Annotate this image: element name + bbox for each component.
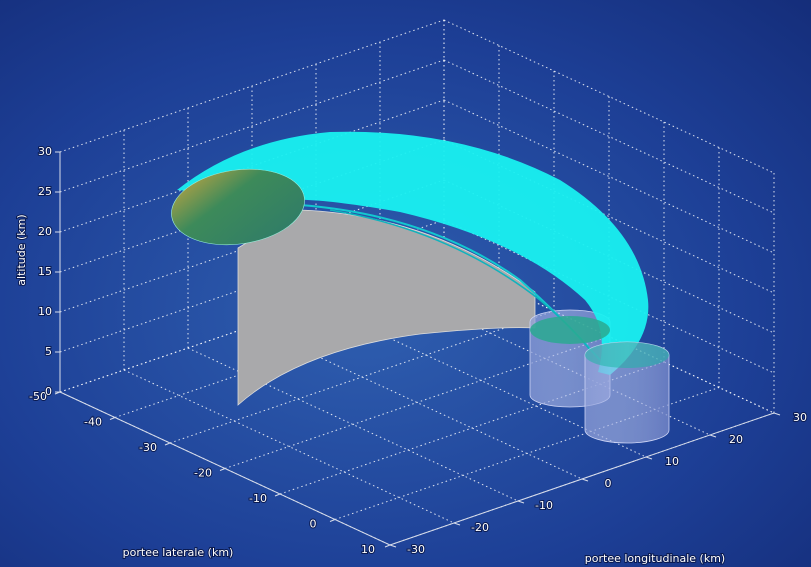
x-tick [164, 442, 171, 446]
x-tick [384, 544, 391, 548]
impact-curtain [237, 209, 536, 406]
y-tick-label: -10 [535, 499, 553, 512]
z-axis-title: altitude (km) [15, 214, 28, 285]
launch-disc [171, 168, 305, 246]
landing-zone [530, 316, 610, 344]
x-tick [329, 519, 336, 522]
grid-line [59, 59, 445, 193]
grid-line [59, 19, 445, 153]
x-axis-title: portee laterale (km) [123, 546, 234, 559]
x-tick-label: -30 [139, 441, 157, 454]
y-tick [773, 412, 781, 416]
x-tick [274, 493, 281, 497]
x-tick [219, 468, 226, 471]
axes [54, 151, 781, 548]
y-tick [645, 456, 653, 460]
z-tick-label: 30 [38, 145, 52, 158]
landing-zone [585, 342, 669, 368]
y-tick-label: -30 [407, 543, 425, 556]
x-tick [109, 417, 116, 420]
y-tick [389, 544, 397, 548]
x-tick-label: -10 [249, 492, 267, 505]
y-tick [581, 478, 589, 482]
z-tick-label: 20 [38, 225, 52, 238]
x-tick-label: -40 [84, 416, 102, 429]
x-tick-label: -20 [194, 467, 212, 480]
grid-line [169, 310, 555, 444]
x-tick-label: 0 [310, 518, 317, 531]
z-tick-label: 15 [38, 265, 52, 278]
z-tick-label: 5 [45, 345, 52, 358]
y-tick [517, 500, 525, 504]
y-tick-label: 10 [665, 455, 679, 468]
z-tick-label: 0 [45, 385, 52, 398]
y-tick-label: 20 [729, 433, 743, 446]
y-tick [453, 522, 461, 526]
z-tick-label: 25 [38, 185, 52, 198]
z-tick-label: 10 [38, 305, 52, 318]
x-tick-label: -50 [29, 390, 47, 403]
y-tick-label: 0 [605, 477, 612, 490]
y-tick [709, 434, 717, 438]
y-tick-label: -20 [471, 521, 489, 534]
y-tick-label: 30 [793, 411, 807, 424]
trajectory-scene [171, 131, 670, 444]
y-axis-title: portee longitudinale (km) [585, 552, 725, 565]
x-tick-label: 10 [361, 543, 375, 556]
